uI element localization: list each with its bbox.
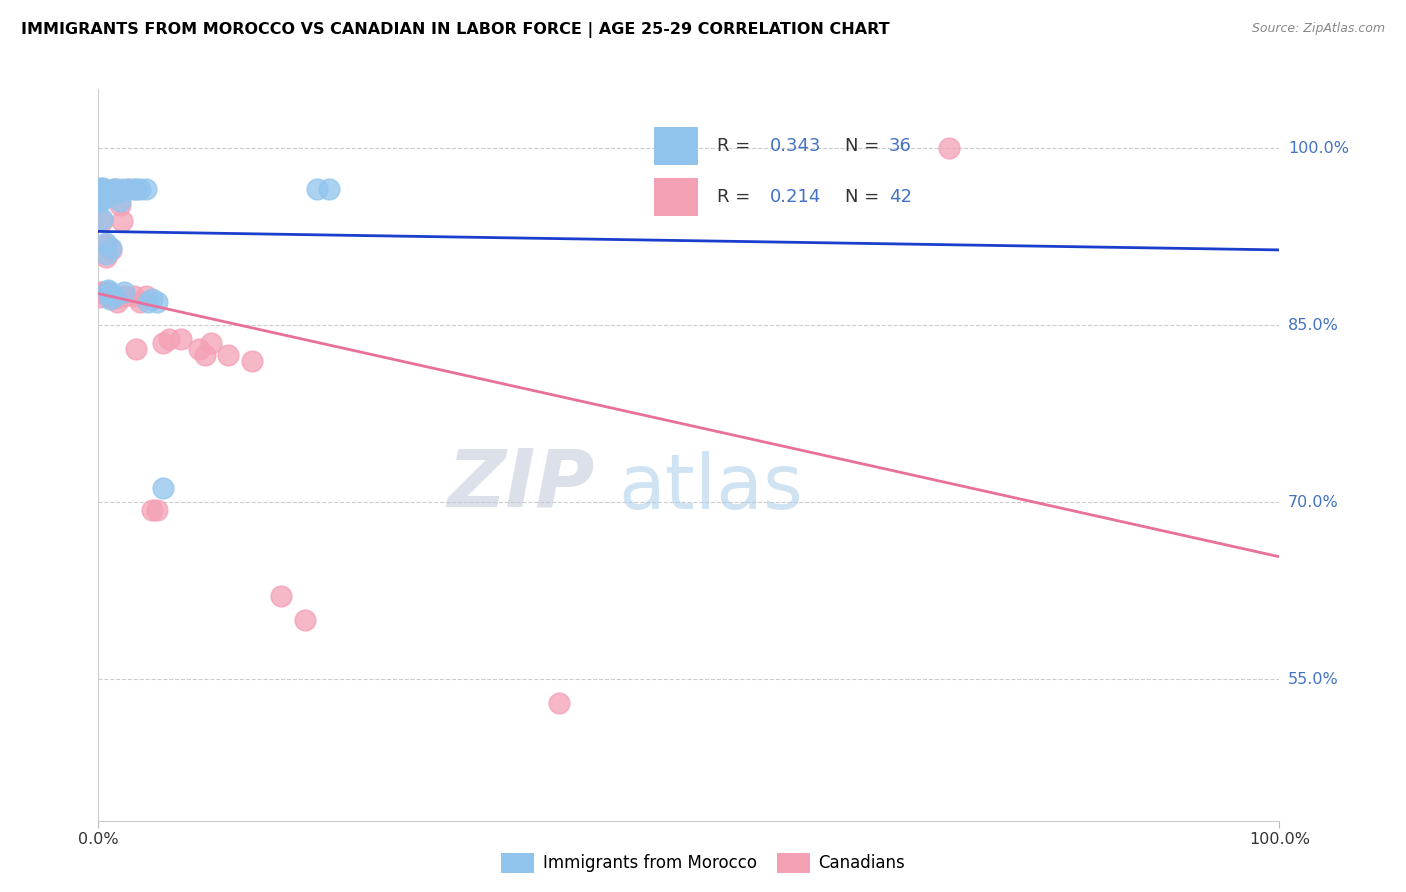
Point <box>270 590 292 604</box>
Point <box>93 188 115 202</box>
Point <box>103 182 125 196</box>
Point <box>157 332 180 346</box>
Point <box>194 348 217 362</box>
Point <box>89 186 111 200</box>
Point <box>97 283 120 297</box>
Point <box>294 613 316 627</box>
Point <box>93 286 115 301</box>
Point <box>117 182 139 196</box>
Point <box>108 194 131 209</box>
Point <box>152 335 174 350</box>
Point <box>305 182 328 196</box>
Point <box>98 288 121 302</box>
Point <box>90 191 112 205</box>
Point <box>141 292 163 306</box>
Point <box>125 342 148 356</box>
Point <box>170 332 193 346</box>
Text: 70.0%: 70.0% <box>1288 494 1339 509</box>
Point <box>98 292 121 306</box>
Point <box>97 285 120 299</box>
Point <box>91 185 114 199</box>
Point <box>98 286 121 301</box>
Point <box>91 285 114 299</box>
Point <box>135 182 157 196</box>
Point <box>100 242 122 256</box>
Point <box>91 181 114 195</box>
Point <box>318 182 340 196</box>
Point <box>91 214 114 228</box>
Point <box>548 696 571 710</box>
Point <box>89 290 111 304</box>
Point <box>89 195 111 210</box>
Point <box>105 186 128 200</box>
Point <box>152 481 174 495</box>
Point <box>94 247 117 261</box>
Point <box>89 181 111 195</box>
Text: 85.0%: 85.0% <box>1288 318 1339 333</box>
Point <box>146 294 169 309</box>
Point <box>105 182 128 196</box>
Point <box>135 288 157 302</box>
Text: ZIP: ZIP <box>447 445 595 524</box>
Point <box>103 182 125 196</box>
Text: 55.0%: 55.0% <box>1288 672 1339 687</box>
Point <box>94 238 117 252</box>
Point <box>112 288 135 302</box>
Point <box>98 287 121 301</box>
Point <box>100 243 122 257</box>
Point <box>90 191 112 205</box>
Point <box>90 182 112 196</box>
Point <box>117 182 139 196</box>
Point <box>104 288 127 302</box>
Point <box>94 250 117 264</box>
Point <box>89 285 111 299</box>
Point <box>200 335 222 350</box>
Point <box>111 182 134 196</box>
Point <box>94 235 117 250</box>
Point <box>938 141 960 155</box>
Point <box>187 342 209 356</box>
Point <box>98 290 121 304</box>
Point <box>136 294 159 309</box>
Point <box>89 191 111 205</box>
Point <box>93 185 115 199</box>
Text: Source: ZipAtlas.com: Source: ZipAtlas.com <box>1251 22 1385 36</box>
Legend: Immigrants from Morocco, Canadians: Immigrants from Morocco, Canadians <box>495 847 911 880</box>
Point <box>128 294 150 309</box>
Text: atlas: atlas <box>619 450 803 524</box>
Text: IMMIGRANTS FROM MOROCCO VS CANADIAN IN LABOR FORCE | AGE 25-29 CORRELATION CHART: IMMIGRANTS FROM MOROCCO VS CANADIAN IN L… <box>21 22 890 38</box>
Point <box>240 353 263 368</box>
Point <box>217 348 239 362</box>
Point <box>91 186 114 200</box>
Point <box>141 503 163 517</box>
Point <box>122 288 145 302</box>
Point <box>105 294 128 309</box>
Point <box>91 211 114 226</box>
Point <box>108 198 131 212</box>
Point <box>125 182 148 196</box>
Point <box>128 182 150 196</box>
Point <box>112 285 135 299</box>
Point <box>105 291 128 305</box>
Point <box>89 191 111 205</box>
Point <box>146 503 169 517</box>
Point <box>111 214 134 228</box>
Text: 100.0%: 100.0% <box>1288 141 1348 156</box>
Point <box>89 186 111 200</box>
Point <box>122 182 145 196</box>
Point <box>93 191 115 205</box>
Point <box>90 182 112 196</box>
